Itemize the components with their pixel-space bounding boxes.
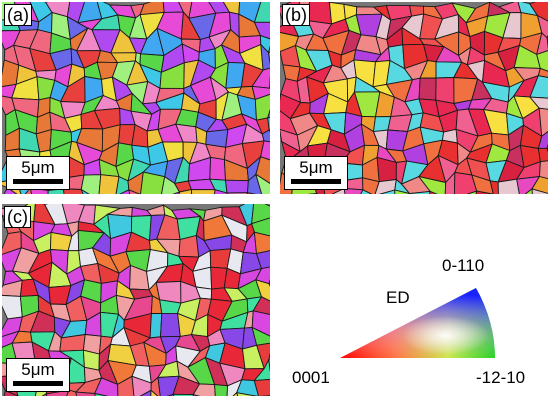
panel-label-a: (a) [4, 4, 32, 26]
panel-label-b: (b) [282, 4, 310, 26]
grain [191, 190, 215, 194]
scale-bar-c-line [13, 381, 63, 386]
grain [193, 267, 212, 289]
grain [254, 232, 270, 253]
scale-bar-c: 5μm [6, 358, 70, 392]
scale-bar-a: 5μm [6, 156, 70, 190]
grain [210, 157, 226, 180]
grain [419, 78, 436, 100]
ipf-corner-12-10: -12-10 [476, 368, 525, 388]
scale-bar-a-label: 5μm [7, 158, 69, 178]
ebsd-map-b: (b) 5μm [280, 2, 548, 194]
grain [161, 313, 181, 336]
grain [147, 205, 165, 215]
grain [99, 175, 120, 194]
grain [215, 385, 228, 396]
scale-bar-c-label: 5μm [7, 360, 69, 380]
grain [226, 180, 249, 193]
grain [227, 193, 248, 194]
ipf-direction-label: ED [386, 288, 410, 308]
grain [436, 78, 454, 104]
grain [538, 148, 548, 161]
scale-bar-b-line [291, 179, 341, 184]
ipf-corner-0-110: 0-110 [442, 256, 484, 276]
grain [173, 394, 196, 396]
ipf-color-key: ED 0001 0-110 -12-10 [290, 200, 550, 400]
scale-bar-a-line [13, 179, 63, 184]
ebsd-map-a: (a) 5μm [2, 2, 270, 194]
grain [150, 313, 162, 338]
ipf-corner-0001: 0001 [292, 368, 330, 388]
ebsd-map-c: (c) 5μm [2, 204, 270, 396]
scale-bar-b-label: 5μm [285, 158, 347, 178]
scale-bar-b: 5μm [284, 156, 348, 190]
grain [2, 295, 22, 319]
grain [308, 2, 332, 24]
grain [179, 236, 199, 258]
panel-label-c: (c) [4, 206, 31, 228]
